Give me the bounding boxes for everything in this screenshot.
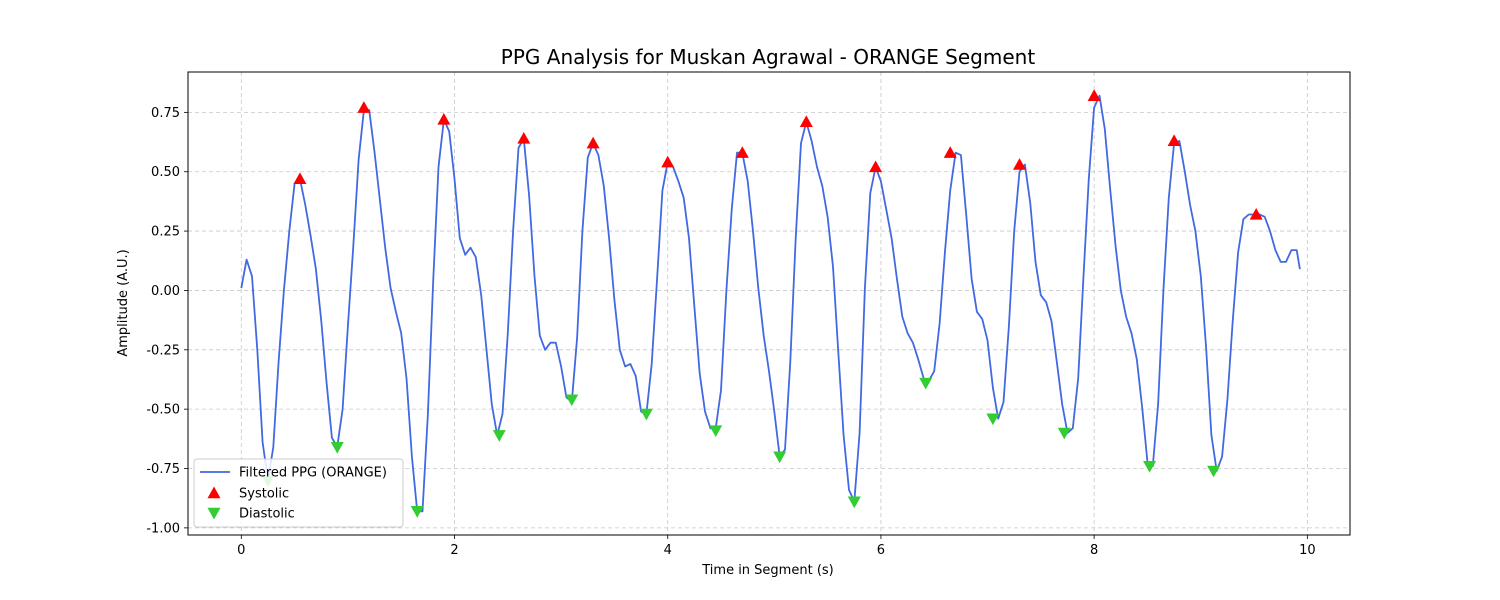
legend-label: Filtered PPG (ORANGE)	[239, 466, 387, 481]
systolic-marker	[799, 115, 813, 128]
diastolic-marker	[1207, 465, 1221, 478]
diastolic-marker	[565, 394, 579, 407]
systolic-marker	[1249, 207, 1263, 220]
x-tick-label: 0	[237, 543, 245, 558]
systolic-marker	[1167, 134, 1181, 147]
y-axis-label: Amplitude (A.U.)	[116, 249, 131, 356]
x-tick-label: 6	[877, 543, 885, 558]
systolic-marker	[437, 112, 451, 125]
systolic-marker	[517, 131, 531, 144]
diastolic-marker	[410, 506, 424, 518]
y-tick-label: 0.75	[151, 106, 180, 121]
y-tick-label: 0.25	[151, 225, 180, 240]
diastolic-marker	[330, 441, 344, 454]
diastolic-marker	[1057, 427, 1071, 440]
y-tick-label: 0.00	[151, 284, 180, 299]
diastolic-marker	[919, 377, 933, 390]
diastolic-marker	[773, 451, 787, 464]
systolic-marker	[735, 146, 749, 158]
legend-label: Diastolic	[239, 507, 295, 522]
systolic-marker	[661, 155, 675, 168]
y-tick-label: -0.50	[146, 403, 180, 418]
systolic-marker	[586, 136, 600, 149]
x-tick-label: 4	[664, 543, 672, 558]
x-tick-label: 10	[1299, 543, 1316, 558]
diastolic-marker	[639, 408, 653, 421]
diastolic-marker	[1143, 460, 1157, 473]
y-tick-label: -0.75	[146, 462, 180, 477]
legend-label: Systolic	[239, 487, 289, 502]
y-tick-label: -1.00	[146, 521, 180, 536]
systolic-marker	[869, 160, 883, 173]
chart-title: PPG Analysis for Muskan Agrawal - ORANGE…	[501, 45, 1036, 69]
systolic-marker	[1013, 158, 1027, 170]
legend-box	[193, 458, 404, 528]
systolic-marker	[357, 101, 371, 113]
diastolic-marker	[492, 430, 506, 442]
diastolic-marker	[986, 413, 1000, 426]
diastolic-marker	[847, 496, 861, 509]
legend-systolic-swatch	[207, 486, 221, 499]
y-tick-label: -0.25	[146, 343, 180, 358]
x-axis-label: Time in Segment (s)	[701, 563, 833, 578]
systolic-marker	[943, 146, 957, 158]
systolic-marker	[293, 172, 307, 185]
axes-frame	[187, 71, 1351, 536]
diastolic-marker	[709, 425, 723, 438]
systolic-marker	[1087, 89, 1101, 101]
legend-diastolic-swatch	[207, 507, 221, 520]
x-tick-label: 2	[450, 543, 458, 558]
y-tick-label: 0.50	[151, 165, 180, 180]
x-tick-label: 8	[1090, 543, 1098, 558]
chart-legend: Filtered PPG (ORANGE) Systolic Diastolic	[193, 458, 404, 528]
plot-area: 0 2 4 6 8 10 -1.00 -0.75 -0.50 -0.25 0.00 0.25 0.50 0…	[146, 71, 1351, 558]
